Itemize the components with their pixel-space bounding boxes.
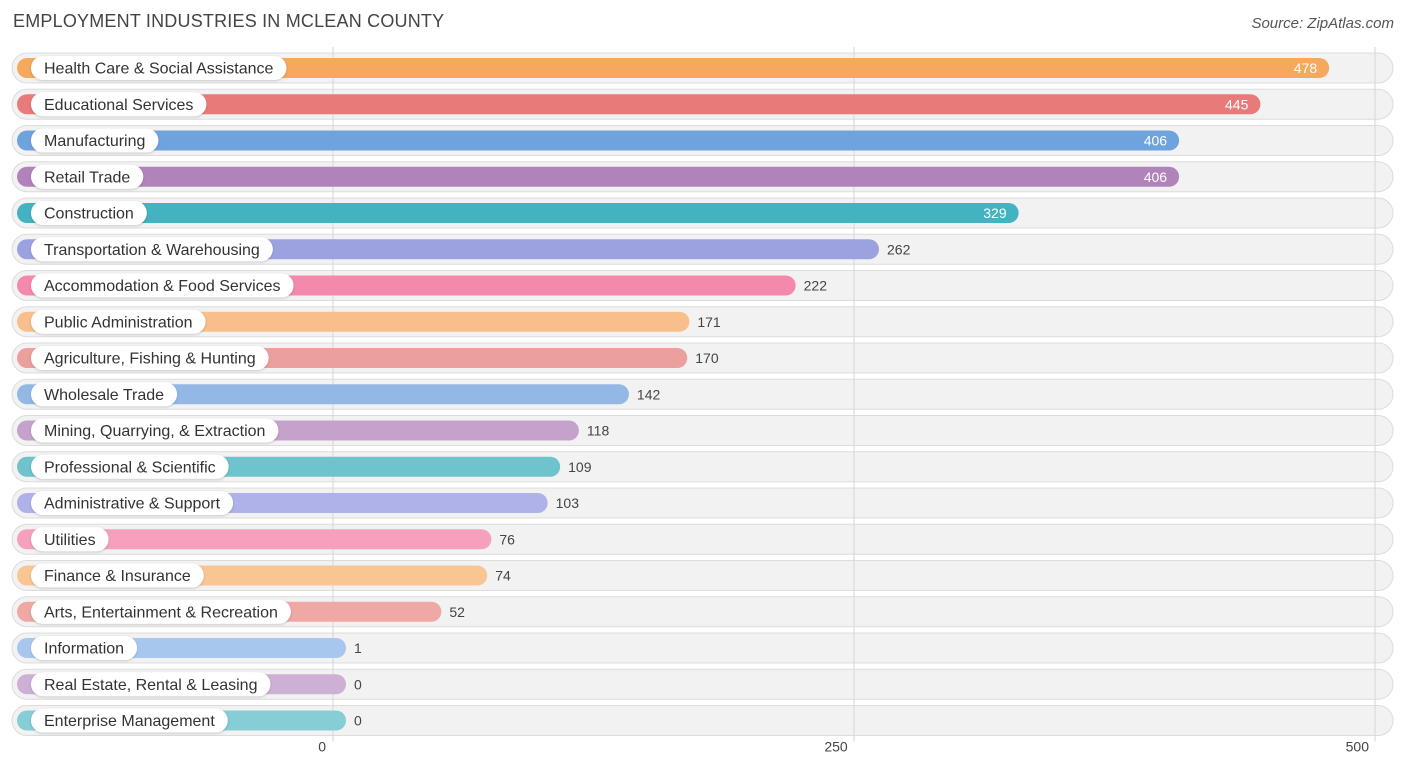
- x-tick-label: 0: [318, 739, 326, 755]
- bar-value-label: 103: [556, 495, 580, 511]
- bar[interactable]: [17, 166, 1180, 187]
- bar-category-label: Educational Services: [44, 97, 193, 114]
- label-pill: [31, 128, 159, 153]
- bar-value-label: 74: [495, 568, 511, 584]
- label-pill: [31, 491, 234, 515]
- label-pill: [31, 636, 138, 660]
- bar-value-label: 118: [587, 423, 610, 439]
- bar-category-label: Manufacturing: [44, 133, 145, 150]
- x-tick-label: 250: [824, 739, 848, 755]
- bar-category-label: Health Care & Social Assistance: [44, 61, 274, 78]
- bar-row[interactable]: Health Care & Social Assistance 478: [17, 56, 1330, 80]
- bar-category-label: Utilities: [44, 532, 96, 549]
- bar-category-label: Public Administration: [44, 314, 193, 331]
- label-pill: [31, 382, 178, 407]
- chart-title: EMPLOYMENT INDUSTRIES IN MCLEAN COUNTY: [13, 11, 445, 31]
- bar-row[interactable]: Professional & Scientific 109: [17, 454, 592, 479]
- label-pill: [31, 92, 207, 117]
- bar-value-label: 445: [1225, 96, 1249, 112]
- bar[interactable]: [17, 58, 1330, 78]
- bar-value-label: 52: [449, 604, 465, 620]
- bar-category-label: Wholesale Trade: [44, 387, 164, 404]
- bar-row[interactable]: Information 1: [17, 636, 362, 660]
- bar-row[interactable]: Manufacturing 406: [17, 128, 1180, 153]
- label-pill: [31, 418, 279, 443]
- bar-value-label: 170: [695, 350, 719, 366]
- bar-category-label: Finance & Insurance: [44, 568, 191, 585]
- bar-category-label: Real Estate, Rental & Leasing: [44, 677, 257, 694]
- label-pill: [31, 273, 294, 298]
- bar-row[interactable]: Public Administration 171: [17, 309, 721, 334]
- label-pill: [31, 237, 273, 262]
- bar[interactable]: [17, 94, 1261, 115]
- label-pill: [31, 527, 109, 552]
- bar-value-label: 0: [354, 676, 362, 692]
- label-pill: [31, 708, 228, 733]
- bar-row[interactable]: Construction 329: [17, 201, 1019, 225]
- bar[interactable]: [17, 130, 1180, 151]
- bar-value-label: 171: [697, 314, 721, 330]
- label-pill: [31, 164, 144, 189]
- bar-category-label: Transportation & Warehousing: [44, 242, 260, 259]
- bar-value-label: 76: [499, 531, 515, 547]
- label-pill: [31, 672, 271, 697]
- bar-category-label: Retail Trade: [44, 169, 130, 186]
- row-background: [11, 705, 1394, 736]
- row-background: [11, 668, 1394, 700]
- bar-row[interactable]: Retail Trade 406: [17, 164, 1180, 189]
- bar-category-label: Mining, Quarrying, & Extraction: [44, 423, 265, 440]
- label-pill: [31, 599, 291, 624]
- bar-row[interactable]: Accommodation & Food Services 222: [17, 273, 828, 298]
- bar-category-label: Construction: [44, 206, 134, 223]
- bar-row[interactable]: Utilities 76: [17, 527, 515, 552]
- bar-category-label: Agriculture, Fishing & Hunting: [44, 351, 256, 368]
- x-tick-label: 500: [1346, 739, 1370, 755]
- bar-row[interactable]: Arts, Entertainment & Recreation 52: [17, 599, 465, 624]
- bar-category-label: Information: [44, 641, 124, 658]
- bar-row[interactable]: Finance & Insurance 74: [17, 563, 511, 588]
- row-background: [11, 632, 1394, 664]
- bar-category-label: Administrative & Support: [44, 496, 221, 513]
- bar-value-label: 406: [1144, 169, 1168, 185]
- bar-row[interactable]: Administrative & Support 103: [17, 491, 579, 515]
- bar-value-label: 0: [354, 713, 362, 729]
- label-pill: [31, 346, 269, 370]
- bar-category-label: Accommodation & Food Services: [44, 278, 281, 295]
- bar-value-label: 406: [1144, 133, 1168, 149]
- bar-category-label: Professional & Scientific: [44, 459, 216, 476]
- bar-value-label: 109: [568, 459, 592, 475]
- bar-row[interactable]: Mining, Quarrying, & Extraction 118: [17, 418, 610, 443]
- bar-value-label: 262: [887, 241, 911, 257]
- label-pill: [31, 454, 229, 479]
- source-credit: Source: ZipAtlas.com: [1251, 15, 1394, 32]
- bar-value-label: 1: [354, 640, 362, 656]
- label-pill: [31, 56, 287, 80]
- bar-value-label: 329: [983, 205, 1007, 221]
- bar-row[interactable]: Educational Services 445: [17, 92, 1261, 117]
- bar-row[interactable]: Enterprise Management 0: [17, 708, 362, 733]
- bar-category-label: Enterprise Management: [44, 713, 215, 730]
- label-pill: [31, 563, 204, 588]
- bar[interactable]: [17, 203, 1019, 223]
- bar-value-label: 142: [637, 386, 661, 402]
- bar-row[interactable]: Real Estate, Rental & Leasing 0: [17, 672, 362, 697]
- bar-value-label: 222: [804, 278, 828, 294]
- bar-value-label: 478: [1294, 60, 1318, 76]
- label-pill: [31, 309, 206, 334]
- bar-category-label: Arts, Entertainment & Recreation: [44, 604, 278, 621]
- label-pill: [31, 201, 147, 225]
- bar-row[interactable]: Transportation & Warehousing 262: [17, 237, 911, 262]
- bar-row[interactable]: Agriculture, Fishing & Hunting 170: [17, 346, 719, 370]
- bar[interactable]: [17, 529, 492, 550]
- bar-row[interactable]: Wholesale Trade 142: [17, 382, 661, 407]
